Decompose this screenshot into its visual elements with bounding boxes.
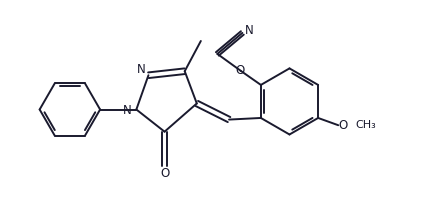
Text: N: N [245, 24, 254, 37]
Text: N: N [123, 104, 132, 117]
Text: O: O [235, 64, 245, 77]
Text: N: N [137, 63, 145, 76]
Text: CH₃: CH₃ [355, 120, 376, 130]
Text: O: O [339, 119, 348, 132]
Text: O: O [160, 167, 169, 180]
